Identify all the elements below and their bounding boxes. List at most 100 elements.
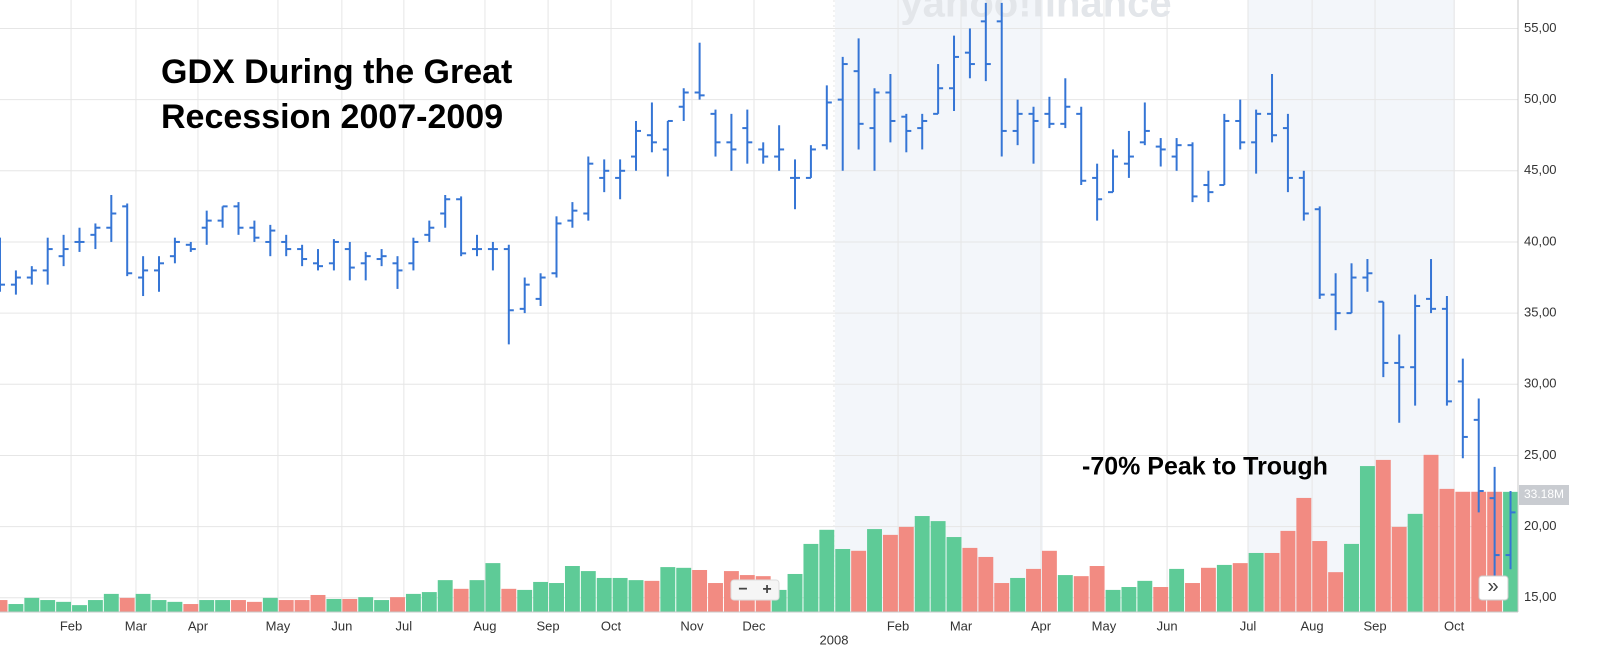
volume-bar — [119, 597, 135, 612]
x-tick-label: Jul — [396, 618, 413, 633]
volume-badge — [1519, 485, 1569, 505]
volume-bar — [1312, 541, 1328, 612]
watermark: yahoo!finance — [900, 0, 1171, 26]
volume-bar — [183, 604, 199, 612]
volume-bar — [644, 580, 660, 612]
volume-bar — [8, 604, 24, 612]
chart-title: Recession 2007-2009 — [161, 98, 503, 136]
volume-bar — [676, 567, 692, 612]
volume-bar — [310, 594, 326, 612]
volume-bar — [103, 593, 119, 612]
annotation: -70% Peak to Trough — [1082, 453, 1328, 481]
y-tick-label: 20,00 — [1524, 518, 1557, 533]
volume-bar — [1137, 580, 1153, 612]
volume-bar — [803, 543, 819, 612]
volume-bar — [596, 577, 612, 612]
y-tick-label: 55,00 — [1524, 20, 1557, 35]
volume-bar — [231, 600, 246, 612]
x-tick-label: Apr — [188, 618, 209, 633]
volume-bar — [278, 600, 294, 612]
volume-bar — [199, 600, 215, 612]
grid — [0, 0, 1518, 612]
volume-bar — [1407, 513, 1423, 612]
volume-bar — [867, 529, 882, 612]
volume-bar — [1359, 466, 1375, 612]
volume-bar — [1216, 564, 1232, 612]
volume-bar — [819, 529, 835, 612]
x-tick-label: Sep — [1363, 618, 1386, 633]
price-bars — [0, 2, 1516, 577]
x-tick-label: Dec — [742, 618, 766, 633]
volume-bar — [930, 521, 946, 612]
volume-bar — [564, 566, 580, 612]
volume-bar — [1280, 530, 1296, 612]
x-tick-label: Jul — [1240, 618, 1257, 633]
volume-bar — [151, 600, 167, 612]
volume-bar — [898, 526, 914, 612]
volume-bar — [262, 597, 278, 612]
volume-bar — [1328, 572, 1344, 612]
x-tick-label: Aug — [473, 618, 496, 633]
x-tick-label: 2008 — [820, 632, 849, 647]
volume-bar — [405, 593, 421, 612]
volume-label: 33.18M — [1524, 487, 1564, 501]
zoom-out[interactable]: − — [738, 581, 747, 598]
x-tick-label: Feb — [887, 618, 909, 633]
volume-bar — [549, 583, 564, 612]
volume-bar — [72, 605, 87, 612]
y-tick-label: 30,00 — [1524, 376, 1557, 391]
volume-bar — [882, 534, 898, 612]
scroll-icon[interactable]: » — [1487, 575, 1498, 597]
volume-bar — [517, 589, 533, 612]
volume-bar — [421, 592, 437, 612]
volume-bar — [501, 588, 517, 612]
volume-bar — [56, 601, 72, 612]
volume-bar — [914, 516, 930, 612]
x-tick-label: Jun — [1157, 618, 1178, 633]
volume-bar — [1344, 543, 1359, 612]
volume-bar — [708, 583, 723, 612]
volume-bar — [1296, 497, 1312, 612]
y-tick-label: 50,00 — [1524, 91, 1557, 106]
x-tick-label: Aug — [1301, 618, 1324, 633]
volume-bar — [0, 600, 8, 612]
y-tick-label: 45,00 — [1524, 162, 1557, 177]
volume-bar — [1375, 459, 1391, 612]
volume-bar — [135, 593, 151, 612]
volume-bar — [1185, 583, 1200, 612]
volume-bar — [215, 600, 231, 612]
volume-bar — [294, 600, 310, 612]
volume-bar — [1041, 550, 1057, 612]
x-tick-label: Apr — [1031, 618, 1052, 633]
y-tick-label: 35,00 — [1524, 305, 1557, 320]
zoom-in[interactable]: + — [762, 581, 771, 598]
volume-bar — [1121, 587, 1137, 612]
zoom-control[interactable] — [730, 579, 780, 601]
volume-bar — [1423, 454, 1439, 612]
x-tick-label: Nov — [680, 618, 704, 633]
volume-bar — [1010, 577, 1026, 612]
x-tick-label: Mar — [125, 618, 148, 633]
x-tick-label: Sep — [537, 618, 560, 633]
volume-bar — [692, 569, 708, 612]
volume-bar — [946, 537, 962, 612]
volume-bar — [1169, 568, 1185, 612]
scroll-button[interactable] — [1478, 575, 1509, 601]
x-tick-label: Jun — [331, 618, 352, 633]
volume-bar — [1057, 575, 1073, 612]
volume-bar — [374, 600, 390, 612]
volume-bar — [533, 581, 549, 612]
volume-bar — [24, 597, 40, 612]
volume-bar — [962, 547, 978, 612]
y-tick-label: 40,00 — [1524, 233, 1557, 248]
volume-bar — [978, 556, 994, 612]
volume-bar — [342, 598, 358, 612]
x-tick-label: May — [266, 618, 291, 633]
volume-bars — [0, 454, 1518, 612]
volume-bar — [835, 548, 851, 612]
x-tick-label: Feb — [60, 618, 82, 633]
volume-bar — [1026, 568, 1041, 612]
volume-bar — [628, 580, 644, 612]
volume-bar — [469, 580, 485, 612]
